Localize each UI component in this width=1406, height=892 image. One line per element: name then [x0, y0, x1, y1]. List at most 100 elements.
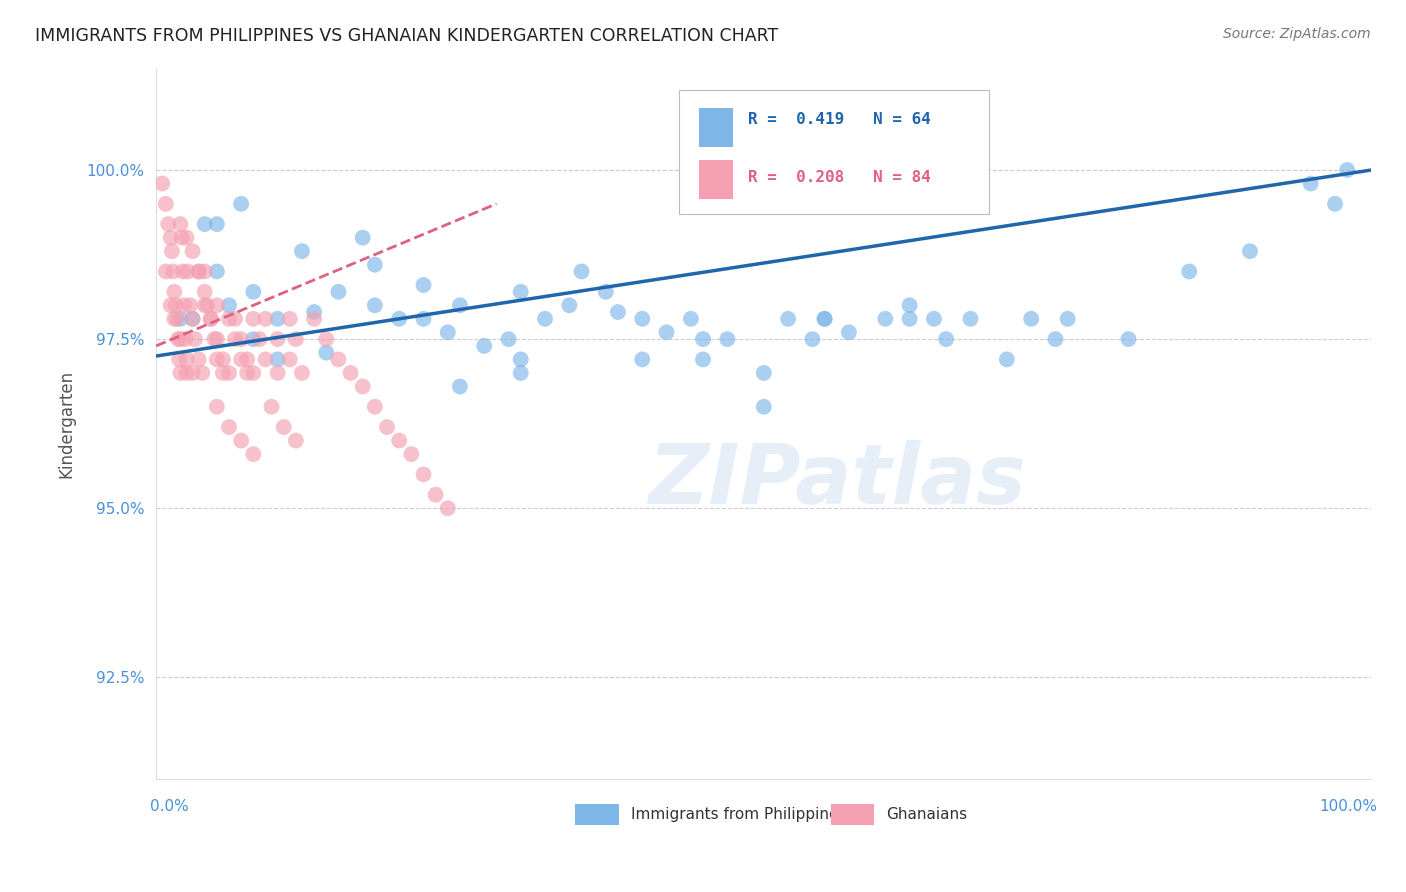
Point — [187, 352, 209, 367]
Point — [173, 298, 195, 312]
Point — [218, 311, 240, 326]
Point — [150, 177, 173, 191]
Point — [266, 332, 288, 346]
Point — [181, 244, 204, 259]
Point — [169, 366, 191, 380]
Point — [205, 352, 228, 367]
Point — [716, 332, 738, 346]
Point — [1336, 163, 1358, 178]
Point — [778, 311, 800, 326]
Point — [176, 230, 198, 244]
Point — [838, 326, 860, 340]
Point — [1019, 311, 1042, 326]
FancyBboxPatch shape — [679, 90, 988, 214]
Point — [436, 326, 458, 340]
Point — [218, 298, 240, 312]
Point — [375, 420, 398, 434]
Point — [231, 434, 253, 448]
Text: Source: ZipAtlas.com: Source: ZipAtlas.com — [1223, 27, 1371, 41]
Point — [181, 366, 204, 380]
Point — [302, 305, 325, 319]
Point — [231, 352, 253, 367]
Point — [1239, 244, 1261, 259]
Point — [631, 311, 654, 326]
Point — [412, 467, 434, 482]
Point — [352, 230, 374, 244]
Point — [194, 217, 217, 231]
Point — [284, 332, 307, 346]
Point — [898, 311, 921, 326]
Point — [291, 366, 314, 380]
Text: Immigrants from Philippines: Immigrants from Philippines — [631, 807, 846, 822]
Point — [224, 311, 246, 326]
Point — [352, 379, 374, 393]
Point — [1056, 311, 1078, 326]
Point — [655, 326, 678, 340]
Point — [181, 311, 204, 326]
Point — [242, 366, 264, 380]
Point — [284, 434, 307, 448]
Point — [194, 285, 217, 299]
Point — [163, 285, 186, 299]
Point — [242, 285, 264, 299]
Text: R =  0.208   N = 84: R = 0.208 N = 84 — [748, 170, 931, 186]
Point — [200, 311, 222, 326]
Point — [224, 332, 246, 346]
Point — [218, 420, 240, 434]
Point — [176, 366, 198, 380]
Point — [266, 352, 288, 367]
Point — [898, 298, 921, 312]
Point — [236, 366, 259, 380]
Y-axis label: Kindergarten: Kindergarten — [58, 369, 75, 478]
Point — [752, 366, 775, 380]
Point — [571, 264, 593, 278]
Point — [205, 264, 228, 278]
Point — [273, 420, 295, 434]
Point — [364, 258, 387, 272]
Point — [266, 311, 288, 326]
Bar — [831, 804, 875, 825]
Point — [412, 311, 434, 326]
Point — [191, 366, 214, 380]
Point — [242, 311, 264, 326]
Point — [472, 339, 495, 353]
Point — [205, 298, 228, 312]
Point — [212, 352, 235, 367]
Point — [291, 244, 314, 259]
Text: ZIPatlas: ZIPatlas — [648, 440, 1025, 521]
Bar — [699, 160, 734, 199]
Point — [176, 352, 198, 367]
Point — [364, 400, 387, 414]
Text: 100.0%: 100.0% — [1320, 799, 1378, 814]
Point — [278, 352, 301, 367]
Point — [155, 196, 177, 211]
Point — [174, 332, 197, 346]
Text: Ghanaians: Ghanaians — [887, 807, 967, 822]
Point — [631, 352, 654, 367]
Point — [181, 311, 204, 326]
Point — [692, 352, 714, 367]
Point — [328, 352, 350, 367]
Point — [1299, 177, 1322, 191]
Bar — [699, 108, 734, 147]
Point — [155, 264, 177, 278]
Point — [194, 298, 217, 312]
Text: 0.0%: 0.0% — [150, 799, 188, 814]
Point — [165, 298, 187, 312]
Point — [205, 400, 228, 414]
Point — [266, 366, 288, 380]
Point — [205, 217, 228, 231]
Point — [179, 298, 201, 312]
Point — [315, 332, 337, 346]
Point — [260, 400, 283, 414]
Point — [607, 305, 630, 319]
Point — [169, 217, 191, 231]
Point — [200, 311, 222, 326]
Point — [498, 332, 520, 346]
Point — [509, 366, 531, 380]
Point — [242, 332, 264, 346]
Point — [247, 332, 270, 346]
Point — [449, 298, 471, 312]
Point — [162, 264, 184, 278]
Point — [236, 352, 259, 367]
